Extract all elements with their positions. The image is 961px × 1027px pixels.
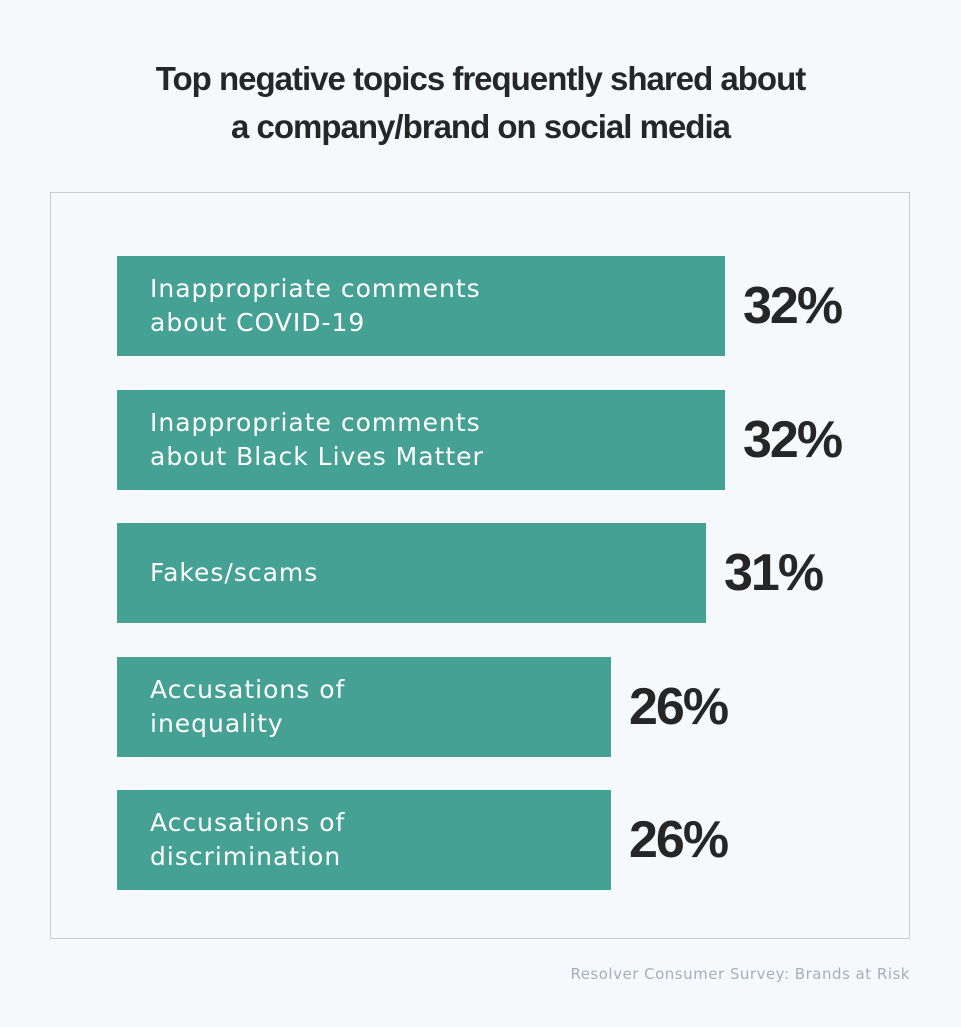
bar-5: Accusations of discrimination [117,790,611,890]
bar-label-4-line-2: inequality [150,709,284,738]
value-label-4: 26% [629,678,729,736]
bar-label-4-line-1: Accusations of [150,675,346,704]
chart-title-line-2: a company/brand on social media [231,108,731,145]
bar-2: Inappropriate comments about Black Lives … [117,390,725,490]
bar-label-1-line-1: Inappropriate comments [150,274,481,303]
chart-title-line-1: Top negative topics frequently shared ab… [155,60,806,97]
bar-label-5-line-1: Accusations of [150,808,346,837]
source-note: Resolver Consumer Survey: Brands at Risk [570,965,910,983]
value-label-2: 32% [743,411,843,469]
bar-4: Accusations of inequality [117,657,611,757]
bar-label-1-line-2: about COVID-19 [150,308,366,337]
value-label-5: 26% [629,811,729,869]
bar-label-3-line-1: Fakes/scams [150,558,319,587]
value-label-1: 32% [743,277,843,335]
bar-1: Inappropriate comments about COVID-19 [117,256,725,356]
value-label-3: 31% [724,544,824,602]
bar-3: Fakes/scams [117,523,706,623]
bar-label-2-line-1: Inappropriate comments [150,408,481,437]
bar-label-5-line-2: discrimination [150,842,342,871]
bar-label-2-line-2: about Black Lives Matter [150,442,484,471]
